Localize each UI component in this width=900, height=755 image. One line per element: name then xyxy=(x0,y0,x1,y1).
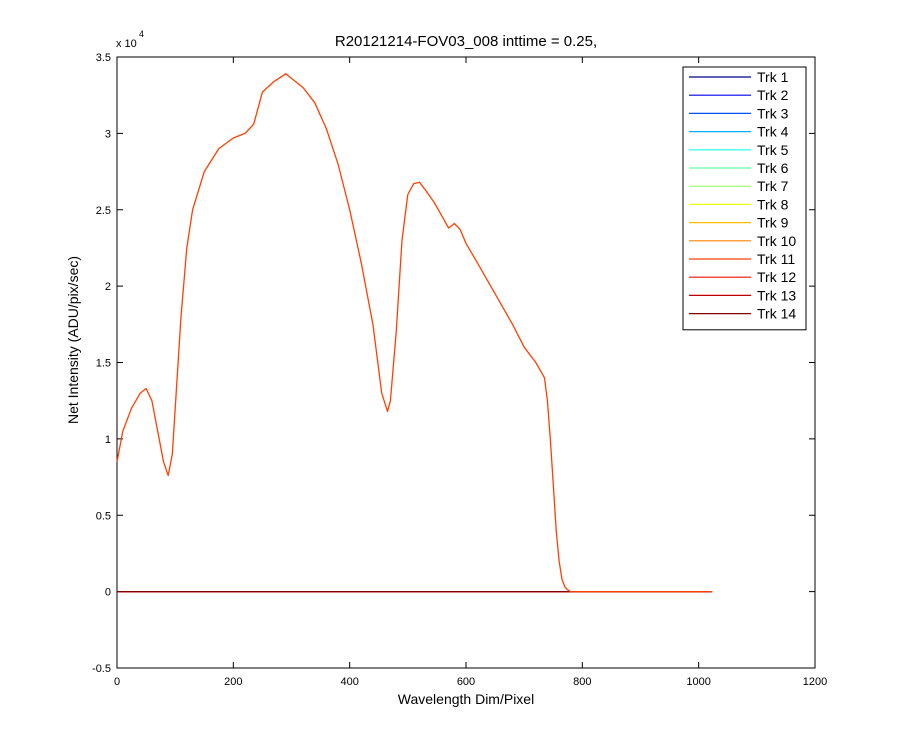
y-tick-label: 3 xyxy=(105,128,111,140)
legend-label: Trk 8 xyxy=(757,196,789,212)
x-tick-label: 800 xyxy=(573,676,591,688)
legend-label: Trk 10 xyxy=(757,233,796,249)
y-tick-label: 1 xyxy=(105,434,111,446)
legend-label: Trk 12 xyxy=(757,269,796,285)
plot-area: 0 200 400 600 800 1000 1200-0.500.511.522.533.… xyxy=(92,52,827,688)
y-axis-multiplier: x 10 xyxy=(116,38,137,50)
legend-label: Trk 14 xyxy=(757,306,796,322)
legend-label: Trk 4 xyxy=(757,124,789,140)
legend-box xyxy=(682,66,807,331)
x-tick-label: 400 xyxy=(340,676,358,688)
y-tick-label: 2.5 xyxy=(96,205,111,217)
y-tick-label: 2 xyxy=(105,281,111,293)
y-axis-multiplier-exponent: 4 xyxy=(139,29,144,39)
legend-label: Trk 11 xyxy=(757,251,795,267)
legend-label: Trk 6 xyxy=(757,160,789,176)
legend-label: Trk 3 xyxy=(757,105,789,121)
y-tick-label: 1.5 xyxy=(96,358,111,370)
x-tick-label: 1000 xyxy=(686,676,710,688)
y-tick-label: 3.5 xyxy=(96,52,111,64)
signal-series-line xyxy=(116,73,712,593)
legend-label: Trk 13 xyxy=(757,287,796,303)
x-tick-label: 0 xyxy=(114,676,120,688)
legend-label: Trk 5 xyxy=(757,142,789,158)
y-tick-label: -0.5 xyxy=(92,663,111,675)
x-tick-label: 1200 xyxy=(803,676,827,688)
y-tick-label: 0 xyxy=(105,587,111,599)
legend-label: Trk 1 xyxy=(757,69,789,85)
legend-label: Trk 2 xyxy=(757,87,789,103)
x-axis-label: Wavelength Dim/Pixel xyxy=(398,691,534,707)
chart-title: R20121214-FOV03_008 inttime = 0.25, xyxy=(335,33,597,50)
y-tick-label: 0.5 xyxy=(96,510,111,522)
legend-label: Trk 7 xyxy=(757,178,789,194)
legend-label: Trk 9 xyxy=(757,215,789,231)
x-tick-label: 600 xyxy=(457,676,475,688)
x-tick-label: 200 xyxy=(224,676,242,688)
y-axis-label: Net Intensity (ADU/pix/sec) xyxy=(65,256,81,424)
